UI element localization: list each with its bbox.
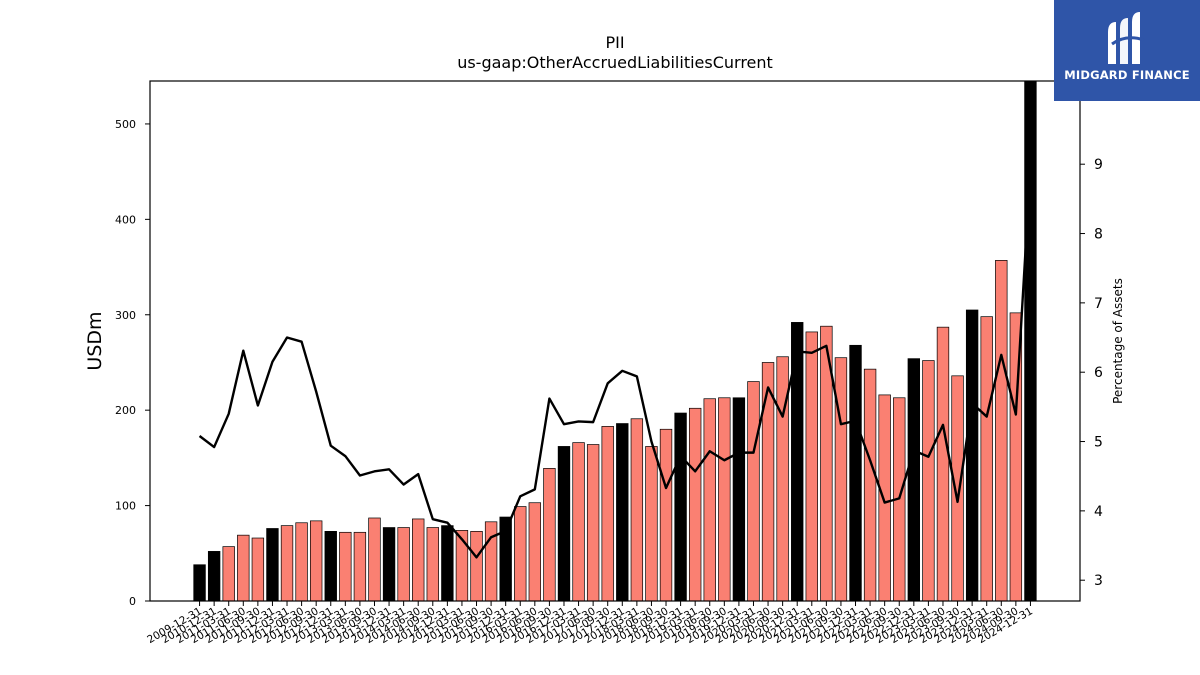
bar-2022-03-31 [863,368,877,602]
bar-2023-09-30 [951,375,964,602]
bars-layer [193,80,1037,602]
y2-tick-label: 5 [1094,435,1103,451]
bar-2023-03-31 [922,360,935,602]
bar-2018-12-31 [674,412,687,602]
bar-2018-09-30 [659,428,673,602]
bar-2015-09-30 [484,521,498,602]
y-tick-label: 0 [129,595,136,608]
bar-2014-12-31 [441,525,454,602]
y2-tick-label: 7 [1094,296,1103,312]
bar-2023-06-30 [936,326,950,602]
bar-2009-12-31 [193,564,206,602]
bar-2013-12-31 [382,527,396,602]
bar-2016-06-30 [528,502,542,602]
bar-2021-03-31 [805,331,818,602]
bar-2024-03-31 [980,316,993,602]
bar-2022-06-30 [878,394,891,602]
midgard-m-logo-icon [1108,12,1145,64]
axes-layer: 010020030040050034567892009-12-312010-12… [115,80,1103,646]
midgard-finance-logo: MIDGARD FINANCE [1054,0,1200,101]
bar-2015-06-30 [470,530,483,602]
bar-2011-06-30 [237,534,250,602]
bar-2016-09-30 [543,468,556,602]
y-tick-label: 300 [115,309,136,322]
bar-2014-06-30 [412,518,425,602]
chart-subtitle: us-gaap:OtherAccruedLiabilitiesCurrent [457,53,773,72]
bar-2011-12-31 [266,528,279,602]
bar-2017-03-31 [572,442,585,602]
bar-2018-06-30 [645,446,658,602]
bar-2012-03-31 [280,525,294,602]
bar-2012-06-30 [295,522,308,602]
y-tick-label: 100 [115,500,136,513]
bar-2023-12-31 [965,309,979,602]
y2-tick-label: 8 [1094,227,1103,243]
bar-2019-03-31 [688,407,702,602]
bar-2013-03-31 [339,531,352,602]
bar-2014-03-31 [397,527,410,602]
bar-2024-06-30 [995,260,1008,602]
bar-2022-12-31 [907,358,921,602]
y-tick-label: 200 [115,404,136,417]
bar-2024-12-31 [1024,80,1037,602]
y2-tick-label: 4 [1094,504,1103,520]
chart-title: PII [605,33,624,52]
y-tick-label: 400 [115,213,136,226]
bar-2011-03-31 [222,546,235,602]
y2-axis-label: Percentage of Assets [1111,278,1125,404]
bar-2019-12-31 [732,397,746,602]
bar-2019-06-30 [703,398,716,602]
y2-tick-label: 3 [1094,573,1103,589]
y-axis-label: USDm [84,311,106,370]
plot-frame [149,80,1081,602]
bar-2016-03-31 [514,506,527,602]
bar-2017-06-30 [586,444,600,602]
y-tick-label: 500 [115,118,136,131]
line-layer [198,166,1032,559]
bar-2021-09-30 [834,357,848,602]
bar-2013-09-30 [368,517,381,602]
bar-2011-09-30 [251,537,265,602]
line-series [198,166,1032,559]
bar-2010-12-31 [207,551,221,602]
bar-2016-12-31 [557,446,571,602]
brand-name: MIDGARD FINANCE [1064,68,1190,82]
bar-2018-03-31 [630,418,644,602]
y2-tick-label: 6 [1094,365,1103,381]
y2-tick-label: 9 [1094,157,1103,173]
bar-2012-12-31 [324,530,337,602]
bar-2013-06-30 [353,531,367,602]
bar-2017-12-31 [616,423,629,602]
bar-2019-09-30 [718,397,731,602]
bar-2014-09-30 [426,527,439,602]
bar-2020-03-31 [747,381,760,602]
bar-2017-09-30 [601,426,614,602]
bar-2012-09-30 [309,520,323,602]
bar-2021-12-31 [849,344,862,602]
